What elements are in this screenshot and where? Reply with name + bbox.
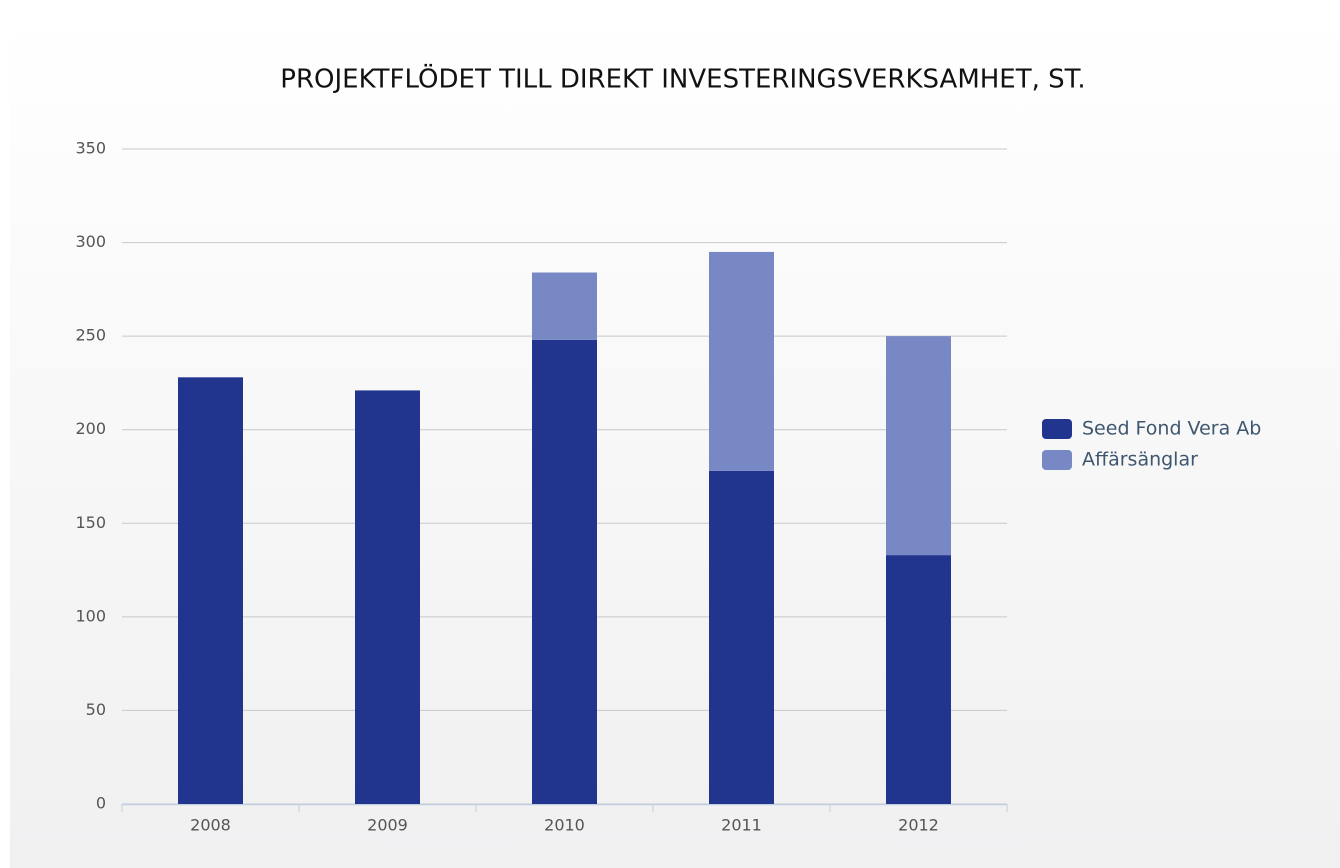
- y-tick-label: 50: [86, 700, 106, 719]
- y-tick-label: 150: [75, 513, 106, 532]
- y-tick-label: 200: [75, 419, 106, 438]
- x-tick-label: 2010: [544, 816, 585, 835]
- bar-segment: [532, 339, 597, 804]
- bar-segment: [886, 555, 951, 804]
- legend-swatch: [1042, 419, 1072, 439]
- y-tick-label: 300: [75, 232, 106, 251]
- bar-segment: [709, 470, 774, 804]
- y-tick-label: 100: [75, 606, 106, 625]
- y-tick-label: 250: [75, 326, 106, 345]
- bar-segment: [532, 272, 597, 340]
- bar-segment: [709, 251, 774, 471]
- bar-segment: [178, 377, 243, 804]
- legend-swatch: [1042, 450, 1072, 470]
- chart-title: PROJEKTFLÖDET TILL DIREKT INVESTERINGSVE…: [280, 63, 1085, 95]
- x-tick-label: 2011: [721, 816, 762, 835]
- bar-segment: [355, 390, 420, 804]
- legend-label: Affärsänglar: [1082, 449, 1198, 471]
- bar-segment: [886, 336, 951, 556]
- x-tick-label: 2008: [190, 816, 231, 835]
- y-tick-label: 0: [96, 794, 106, 813]
- legend-label: Seed Fond Vera Ab: [1082, 418, 1261, 440]
- x-tick-label: 2012: [898, 816, 939, 835]
- x-tick-label: 2009: [367, 816, 408, 835]
- y-tick-label: 350: [75, 139, 106, 158]
